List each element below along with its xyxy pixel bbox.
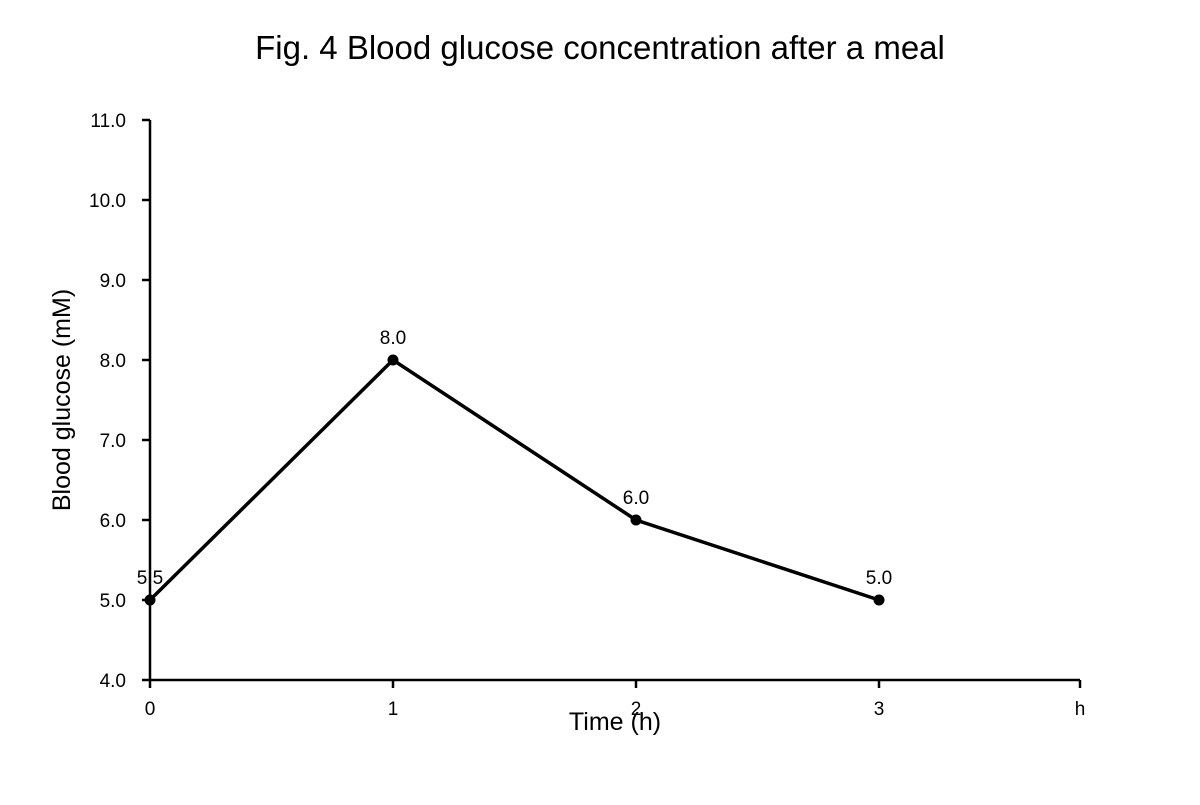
data-point [387, 354, 399, 366]
y-tick-label: 6.0 [100, 511, 126, 532]
x-axis-title: Time (h) [569, 708, 661, 736]
y-tick-label: 9.0 [100, 271, 126, 292]
x-tick-label: 3 [874, 699, 885, 720]
data-label: 6.0 [623, 488, 649, 509]
x-axis-unit-label: h [1075, 699, 1086, 720]
data-label: 5.5 [137, 568, 163, 589]
y-tick-label: 11.0 [90, 111, 126, 132]
x-tick-label: 0 [145, 699, 156, 720]
y-tick-label: 7.0 [100, 431, 126, 452]
series-line [148, 357, 880, 602]
x-tick-label: 1 [388, 699, 399, 720]
x-tick-label: 2 [631, 699, 642, 720]
y-axis-title: Blood glucose (mM) [48, 289, 76, 511]
chart-title: Fig. 4 Blood glucose concentration after… [255, 29, 945, 66]
y-tick-label: 10.0 [89, 191, 126, 212]
data-point [144, 594, 156, 606]
plot-area: 4.0 5.0 6.0 7.0 8.0 9.0 10.0 11.0 0 1 2 3 h 5.5 8.0 6.0… [89, 111, 1085, 720]
data-label: 8.0 [380, 328, 406, 349]
y-tick-label: 5.0 [100, 591, 126, 612]
y-tick-label: 8.0 [100, 351, 126, 372]
data-point [630, 514, 642, 526]
data-label: 5.0 [866, 568, 892, 589]
data-point [873, 594, 885, 606]
y-tick-label: 4.0 [100, 671, 126, 692]
